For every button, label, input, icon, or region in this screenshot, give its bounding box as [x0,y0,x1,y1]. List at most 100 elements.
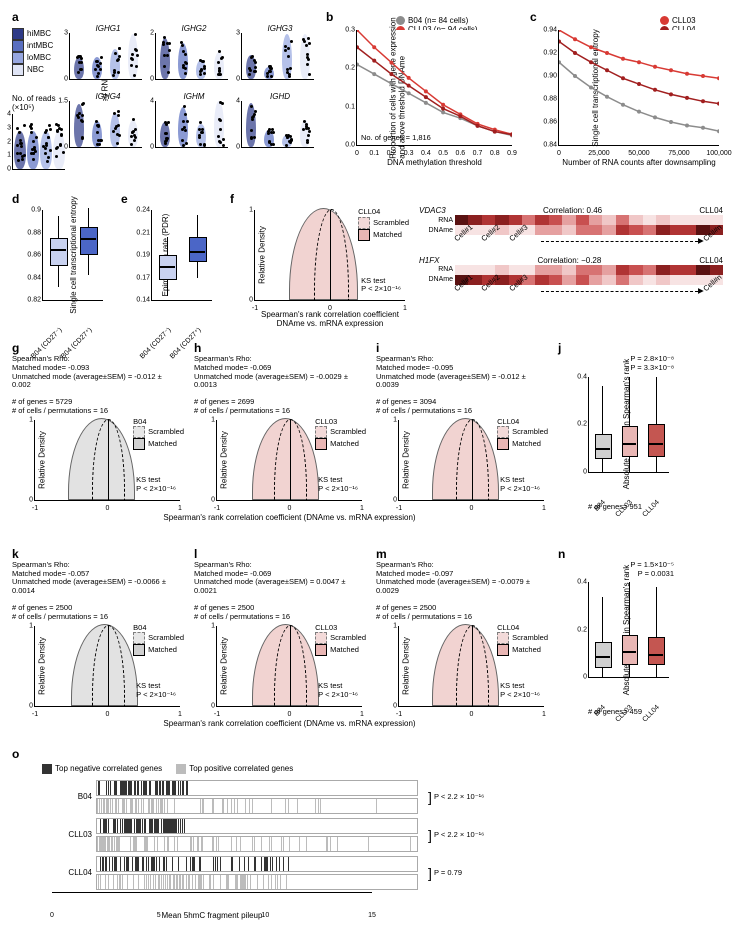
panel-n-plot: Absolute change in Spearman's rank00.20.… [588,582,669,678]
heat-row-label: DNAme [419,276,455,283]
density-annot: Spearman's Rho:Matched mode= -0.095Unmat… [376,355,546,415]
panel-k-label: k [12,547,182,561]
panel-o-legend-item: Top negative correlated genes [42,764,162,773]
panel-n-label: n [558,547,678,561]
panel-l: lSpearman's Rho:Matched mode= -0.069Unma… [194,547,364,706]
density-legend: CLL04ScrambledMatched [497,624,548,657]
panel-o-row: B04 ] P < 2.2 × 10⁻¹⁶ [52,778,723,816]
density-legend: CLL04ScrambledMatched [497,418,548,451]
panel-m: mSpearman's Rho:Matched mode= -0.097Unma… [376,547,546,706]
ks-annotation: KS test P < 2×10⁻¹⁶ [136,476,176,493]
panel-b-plot: Proportion of cells with gene expression… [356,30,512,146]
panel-h-label: h [194,341,364,355]
density-legend: B04ScrambledMatched [133,624,184,657]
panel-j-plot: Absolute change in Spearman's rank00.20.… [588,377,669,473]
density-legend: CLL03ScrambledMatched [315,418,366,451]
panel-o-xlabel: Mean 5hmC fragment pileup [52,911,372,920]
panel-a-label: a [12,10,312,24]
panel-a-subplot: IGHG130 [69,24,147,86]
ks-annotation: KS test P < 2×10⁻¹⁶ [500,476,540,493]
heat-row-label: DNAme [419,227,455,234]
panel-m-label: m [376,547,546,561]
density-annot: Spearman's Rho:Matched mode= -0.069Unmat… [194,355,364,415]
panel-f-gene-block: H1FX Correlation: −0.28 CLL04 RNA DNAme Cell#… [419,256,723,296]
ks-annotation: KS test P < 2×10⁻¹⁶ [136,682,176,699]
panel-m-plot: Relative Density-10101KS test P < 2×10⁻¹… [398,626,544,707]
panel-o: o Top negative correlated genes Top posit… [12,747,723,920]
panel-n: nP = 1.5×10⁻⁵P = 0.0031 Absolute change i… [558,547,678,717]
panel-d-plot: Single cell transcriptional entropy0.820… [42,210,103,301]
panel-o-row: CLL04] P = 0.79 [52,854,723,892]
panel-o-row-label: CLL03 [52,830,96,839]
panel-a-legend-item: NBC [12,64,65,76]
cell-axis: Cell#1Cell#2Cell#3▶Cell#n [453,287,723,296]
panel-a-subplot: IGHG220 [155,24,233,86]
panel-d: d Single cell transcriptional entropy0.8… [12,192,107,301]
panel-f: f Relative Density-10101KS test P < 2×10… [230,192,723,305]
density-annot: Spearman's Rho:Matched mode= -0.057Unmat… [12,561,182,621]
panel-h: hSpearman's Rho:Matched mode= -0.069Unma… [194,341,364,500]
panel-a-subplot: IGHM40 [155,92,233,154]
heat-row-label: RNA [419,217,455,224]
panel-k: kSpearman's Rho:Matched mode= -0.057Unma… [12,547,182,706]
panel-f-heatmaps: VDAC3Correlation: 0.46CLL04RNADNAmeCell#… [419,206,723,305]
gene-sample: CLL04 [699,256,723,265]
ks-annotation: KS test P < 2×10⁻¹⁶ [361,277,401,294]
panel-g: gSpearman's Rho:Matched mode= -0.093Unma… [12,341,182,500]
panel-a-subplot-title: IGHM [155,92,233,101]
panel-e-label: e [121,192,216,206]
panel-a: a hiMBCintMBCloMBCNBC No. of reads (×10⁵… [12,10,312,170]
panel-b-note: No. of genes = 1,816 [361,134,431,143]
panel-o-label: o [12,747,723,761]
gene-corr: Correlation: 0.46 [543,206,602,215]
density-annot: Spearman's Rho:Matched mode= -0.069Unmat… [194,561,364,621]
panel-f-label: f [230,192,723,206]
panel-c-legend-item: CLL03 [660,16,696,25]
panel-a-subplot: IGHD40 [241,92,319,154]
gene-name: H1FX [419,256,439,265]
panel-a-subplot-title: IGHG2 [155,24,233,33]
ks-annotation: KS test P < 2×10⁻¹⁶ [318,682,358,699]
ks-annotation: KS test P < 2×10⁻¹⁶ [318,476,358,493]
panel-j-label: j [558,341,678,355]
panel-a-legend-item: intMBC [12,40,65,52]
panel-l-label: l [194,547,364,561]
panel-l-plot: Relative Density-10101KS test P < 2×10⁻¹… [216,626,362,707]
panel-h-plot: Relative Density-10101KS test P < 2×10⁻¹… [216,420,362,501]
panel-b: b B04 (n= 84 cells)CLL03 (n= 94 cells)CL… [326,10,516,146]
panel-a-subplot: IGHG41.50 [69,92,147,154]
panel-o-strips: B04 ] P < 2.2 × 10⁻¹⁶ CLL03 ] P < 2.2 × 10⁻… [52,778,723,892]
panel-g-plot: Relative Density-10101KS test P < 2×10⁻¹… [34,420,180,501]
panel-o-legend-item: Top positive correlated genes [176,764,293,773]
panel-i-plot: Relative Density-10101KS test P < 2×10⁻¹… [398,420,544,501]
panel-i: iSpearman's Rho:Matched mode= -0.095Unma… [376,341,546,500]
panel-o-pval: ] P < 2.2 × 10⁻¹⁶ [428,827,484,843]
panel-o-row-label: CLL04 [52,868,96,877]
panel-e-plot: Epimutation rate (PDR)0.140.170.190.210.… [151,210,212,301]
panel-c-plot: Single cell transcriptional entropyNumbe… [558,30,719,146]
panel-g-label: g [12,341,182,355]
panel-a-legend-item: loMBC [12,52,65,64]
panel-a-subplot-title: IGHG3 [241,24,319,33]
panel-a-subplot-title: IGHG4 [69,92,147,101]
panel-i-label: i [376,341,546,355]
density-legend: CLL04ScrambledMatched [358,208,409,241]
gene-corr: Correlation: −0.28 [538,256,602,265]
panel-b-legend-item: B04 (n= 84 cells) [396,16,478,25]
panel-o-pval: ] P < 2.2 × 10⁻¹⁶ [428,789,484,805]
panel-a-reads-plot: 01234 [12,114,65,170]
density-annot: Spearman's Rho:Matched mode= -0.097Unmat… [376,561,546,621]
heat-row-label: RNA [419,266,455,273]
panel-c: c CLL03CLL04B04 Single cell transcriptio… [530,10,720,146]
panel-a-subplot-title: IGHG1 [69,24,147,33]
figure-root: a hiMBCintMBCloMBCNBC No. of reads (×10⁵… [0,0,735,940]
panel-f-gene-block: VDAC3Correlation: 0.46CLL04RNADNAmeCell#… [419,206,723,246]
panel-n-pvals: P = 1.5×10⁻⁵P = 0.0031 [558,561,678,578]
panel-k-plot: Relative Density-10101KS test P < 2×10⁻¹… [34,626,180,707]
density-annot: Spearman's Rho:Matched mode= -0.093Unmat… [12,355,182,415]
panel-o-legend: Top negative correlated genes Top positiv… [42,763,723,774]
panel-a-subplot-title: IGHD [241,92,319,101]
density-legend: CLL03ScrambledMatched [315,624,366,657]
panel-o-row-label: B04 [52,792,96,801]
panel-j: jP = 2.8×10⁻⁸P = 3.3×10⁻⁸Absolute change… [558,341,678,511]
